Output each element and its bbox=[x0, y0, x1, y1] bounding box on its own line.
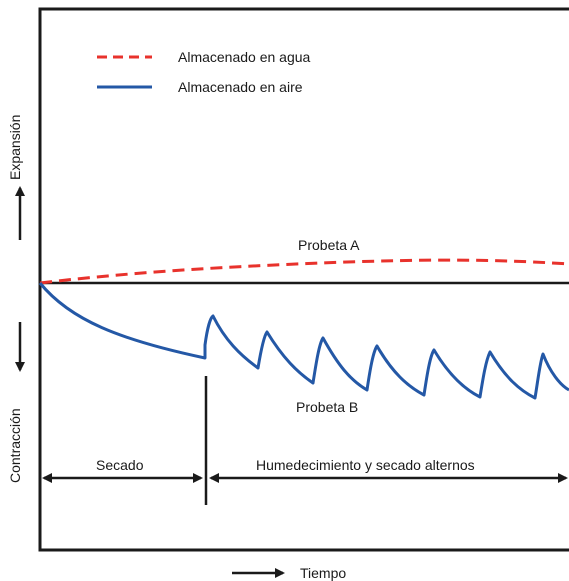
drying-phase-label: Secado bbox=[96, 457, 144, 473]
curve-label-probeta-a: Probeta A bbox=[298, 237, 360, 253]
curve-label-probeta-b: Probeta B bbox=[296, 399, 358, 415]
legend-air-label: Almacenado en aire bbox=[178, 79, 303, 95]
curve-probeta-a bbox=[39, 258, 569, 285]
alternating-phase-label: Humedecimiento y secado alternos bbox=[256, 457, 475, 473]
plot-frame bbox=[38, 7, 569, 552]
x-axis-label: Tiempo bbox=[300, 565, 346, 581]
curve-probeta-b bbox=[38, 282, 569, 400]
y-axis-expansion-label: Expansión bbox=[7, 115, 23, 180]
y-axis-contraction-label: Contracción bbox=[7, 408, 23, 483]
legend-water-label: Almacenado en agua bbox=[178, 49, 311, 65]
